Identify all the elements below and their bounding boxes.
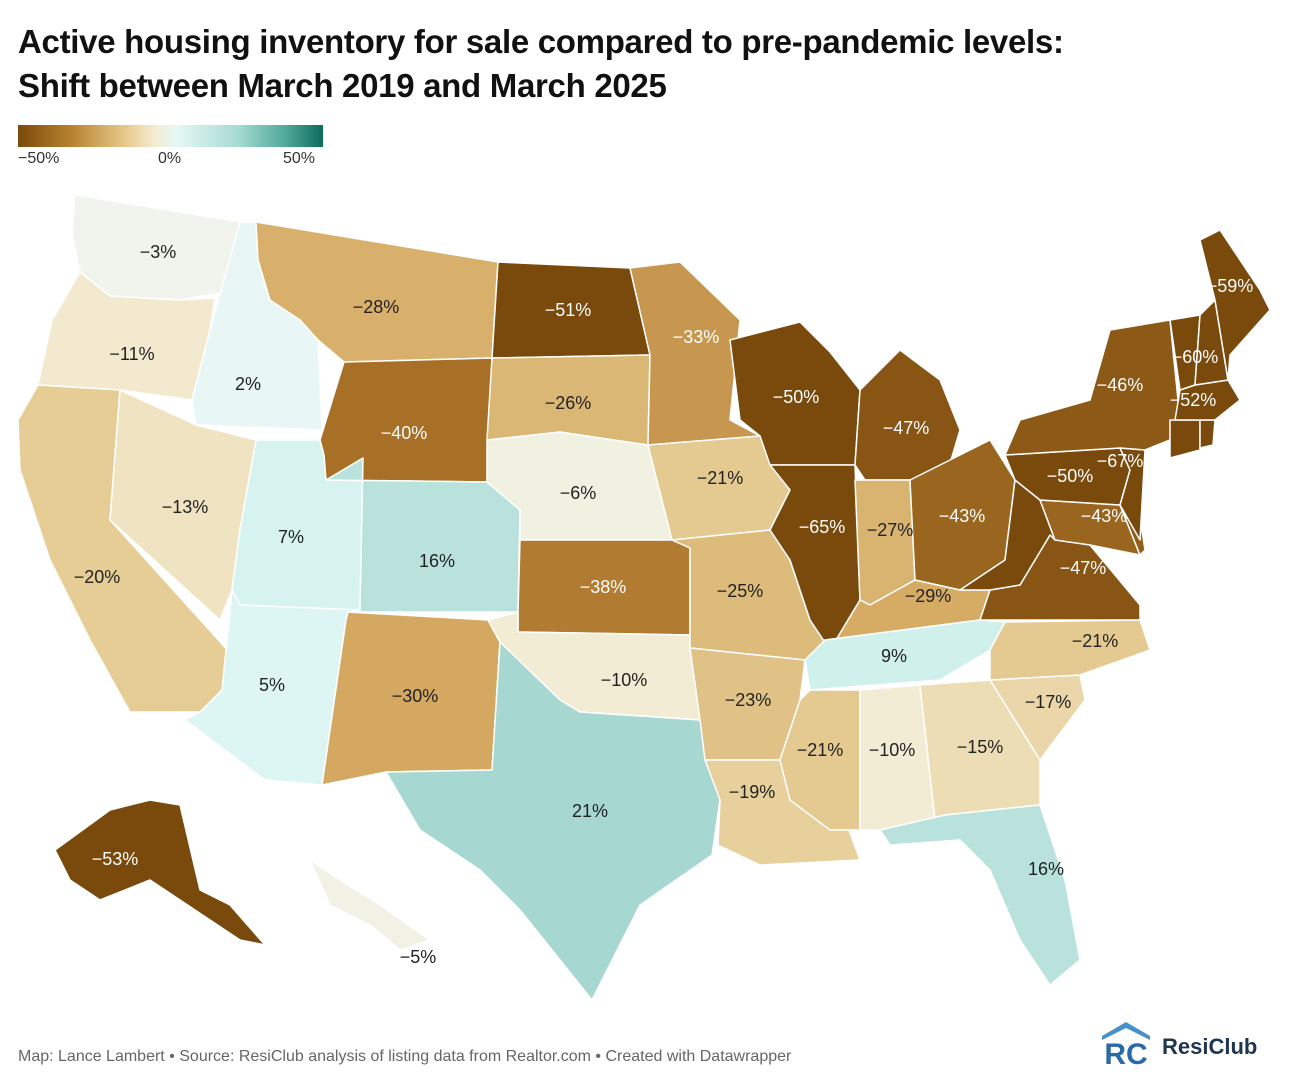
state-label-ar: −23% — [725, 690, 772, 710]
state-label-me: −59% — [1207, 276, 1254, 296]
state-label-il: −65% — [799, 517, 846, 537]
state-label-ga: −15% — [957, 737, 1004, 757]
map-svg: −3% −11% −20% 2% −13% 7% 5% −28% −40% 16% −30% −51%… — [17, 194, 1271, 1001]
state-label-md: −43% — [1081, 506, 1128, 526]
state-label-id: 2% — [235, 374, 261, 394]
state-label-ks: −38% — [580, 577, 627, 597]
state-ak[interactable] — [54, 799, 266, 946]
title-line-1: Active housing inventory for sale compar… — [18, 23, 1064, 60]
state-label-in: −27% — [867, 520, 914, 540]
state-label-ky: −29% — [905, 586, 952, 606]
state-ny[interactable] — [1004, 319, 1181, 456]
state-label-pa: −50% — [1047, 466, 1094, 486]
state-label-mi: −47% — [883, 418, 930, 438]
legend-max-label: 50% — [283, 150, 316, 167]
state-label-wa: −3% — [140, 242, 177, 262]
footer-source: Map: Lance Lambert • Source: ResiClub an… — [18, 1048, 792, 1065]
state-label-tn: 9% — [881, 646, 907, 666]
chart-title: Active housing inventory for sale compar… — [18, 20, 1268, 108]
legend-min-label: −50% — [18, 150, 60, 167]
state-label-mn: −33% — [673, 327, 720, 347]
state-label-hi: −5% — [400, 947, 437, 967]
legend-mid-label: 0% — [158, 150, 182, 167]
state-label-or: −11% — [109, 344, 154, 364]
state-label-la: −19% — [729, 782, 776, 802]
state-label-al: −10% — [869, 740, 916, 760]
state-mn[interactable] — [629, 261, 761, 446]
state-label-ny: −46% — [1097, 375, 1144, 395]
state-label-nv: −13% — [162, 497, 209, 517]
state-fl[interactable] — [879, 804, 1081, 986]
state-label-sd: −26% — [545, 393, 592, 413]
state-label-ak: −53% — [92, 849, 139, 869]
state-label-va: −47% — [1060, 558, 1107, 578]
state-label-ut: 7% — [278, 527, 304, 547]
legend-labels: −50% 0% 50% — [18, 150, 323, 170]
state-label-fl: 16% — [1028, 859, 1064, 879]
state-label-nd: −51% — [545, 300, 592, 320]
us-choropleth-map: −3% −11% −20% 2% −13% 7% 5% −28% −40% 16% −30% −51%… — [0, 190, 1292, 1010]
color-legend: −50% 0% 50% — [18, 125, 323, 170]
state-label-mt: −28% — [353, 297, 400, 317]
state-label-ca: −20% — [74, 567, 121, 587]
resiclub-logo: RC ResiClub — [1100, 1020, 1280, 1072]
state-hi[interactable] — [309, 859, 431, 951]
state-label-nj: −67% — [1097, 451, 1144, 471]
state-label-tx: 21% — [572, 801, 608, 821]
state-nc[interactable] — [989, 619, 1151, 681]
state-label-oh: −43% — [939, 506, 986, 526]
state-label-ma: −52% — [1170, 390, 1217, 410]
state-tx[interactable] — [385, 641, 721, 1001]
state-label-nc: −21% — [1072, 631, 1119, 651]
state-label-ok: −10% — [601, 670, 648, 690]
state-label-az: 5% — [259, 675, 285, 695]
state-wy[interactable] — [319, 357, 493, 483]
title-line-2: Shift between March 2019 and March 2025 — [18, 67, 667, 104]
state-label-sc: −17% — [1025, 692, 1072, 712]
state-label-nm: −30% — [392, 686, 439, 706]
state-ct[interactable] — [1169, 419, 1201, 459]
state-me[interactable] — [1199, 229, 1271, 381]
logo-mark-text: RC — [1104, 1038, 1147, 1071]
state-label-mo: −25% — [717, 581, 764, 601]
state-ri[interactable] — [1199, 419, 1216, 449]
state-label-ia: −21% — [697, 468, 744, 488]
state-mi[interactable] — [854, 349, 961, 481]
resiclub-logo-icon: RC — [1102, 1022, 1150, 1071]
state-label-nh: −60% — [1172, 347, 1219, 367]
state-label-wy: −40% — [381, 423, 428, 443]
state-label-co: 16% — [419, 551, 455, 571]
legend-gradient-bar — [18, 125, 323, 147]
state-label-ne: −6% — [560, 483, 597, 503]
state-label-wi: −50% — [773, 387, 820, 407]
state-az[interactable] — [184, 589, 361, 786]
state-label-ms: −21% — [797, 740, 844, 760]
logo-name: ResiClub — [1162, 1034, 1258, 1059]
